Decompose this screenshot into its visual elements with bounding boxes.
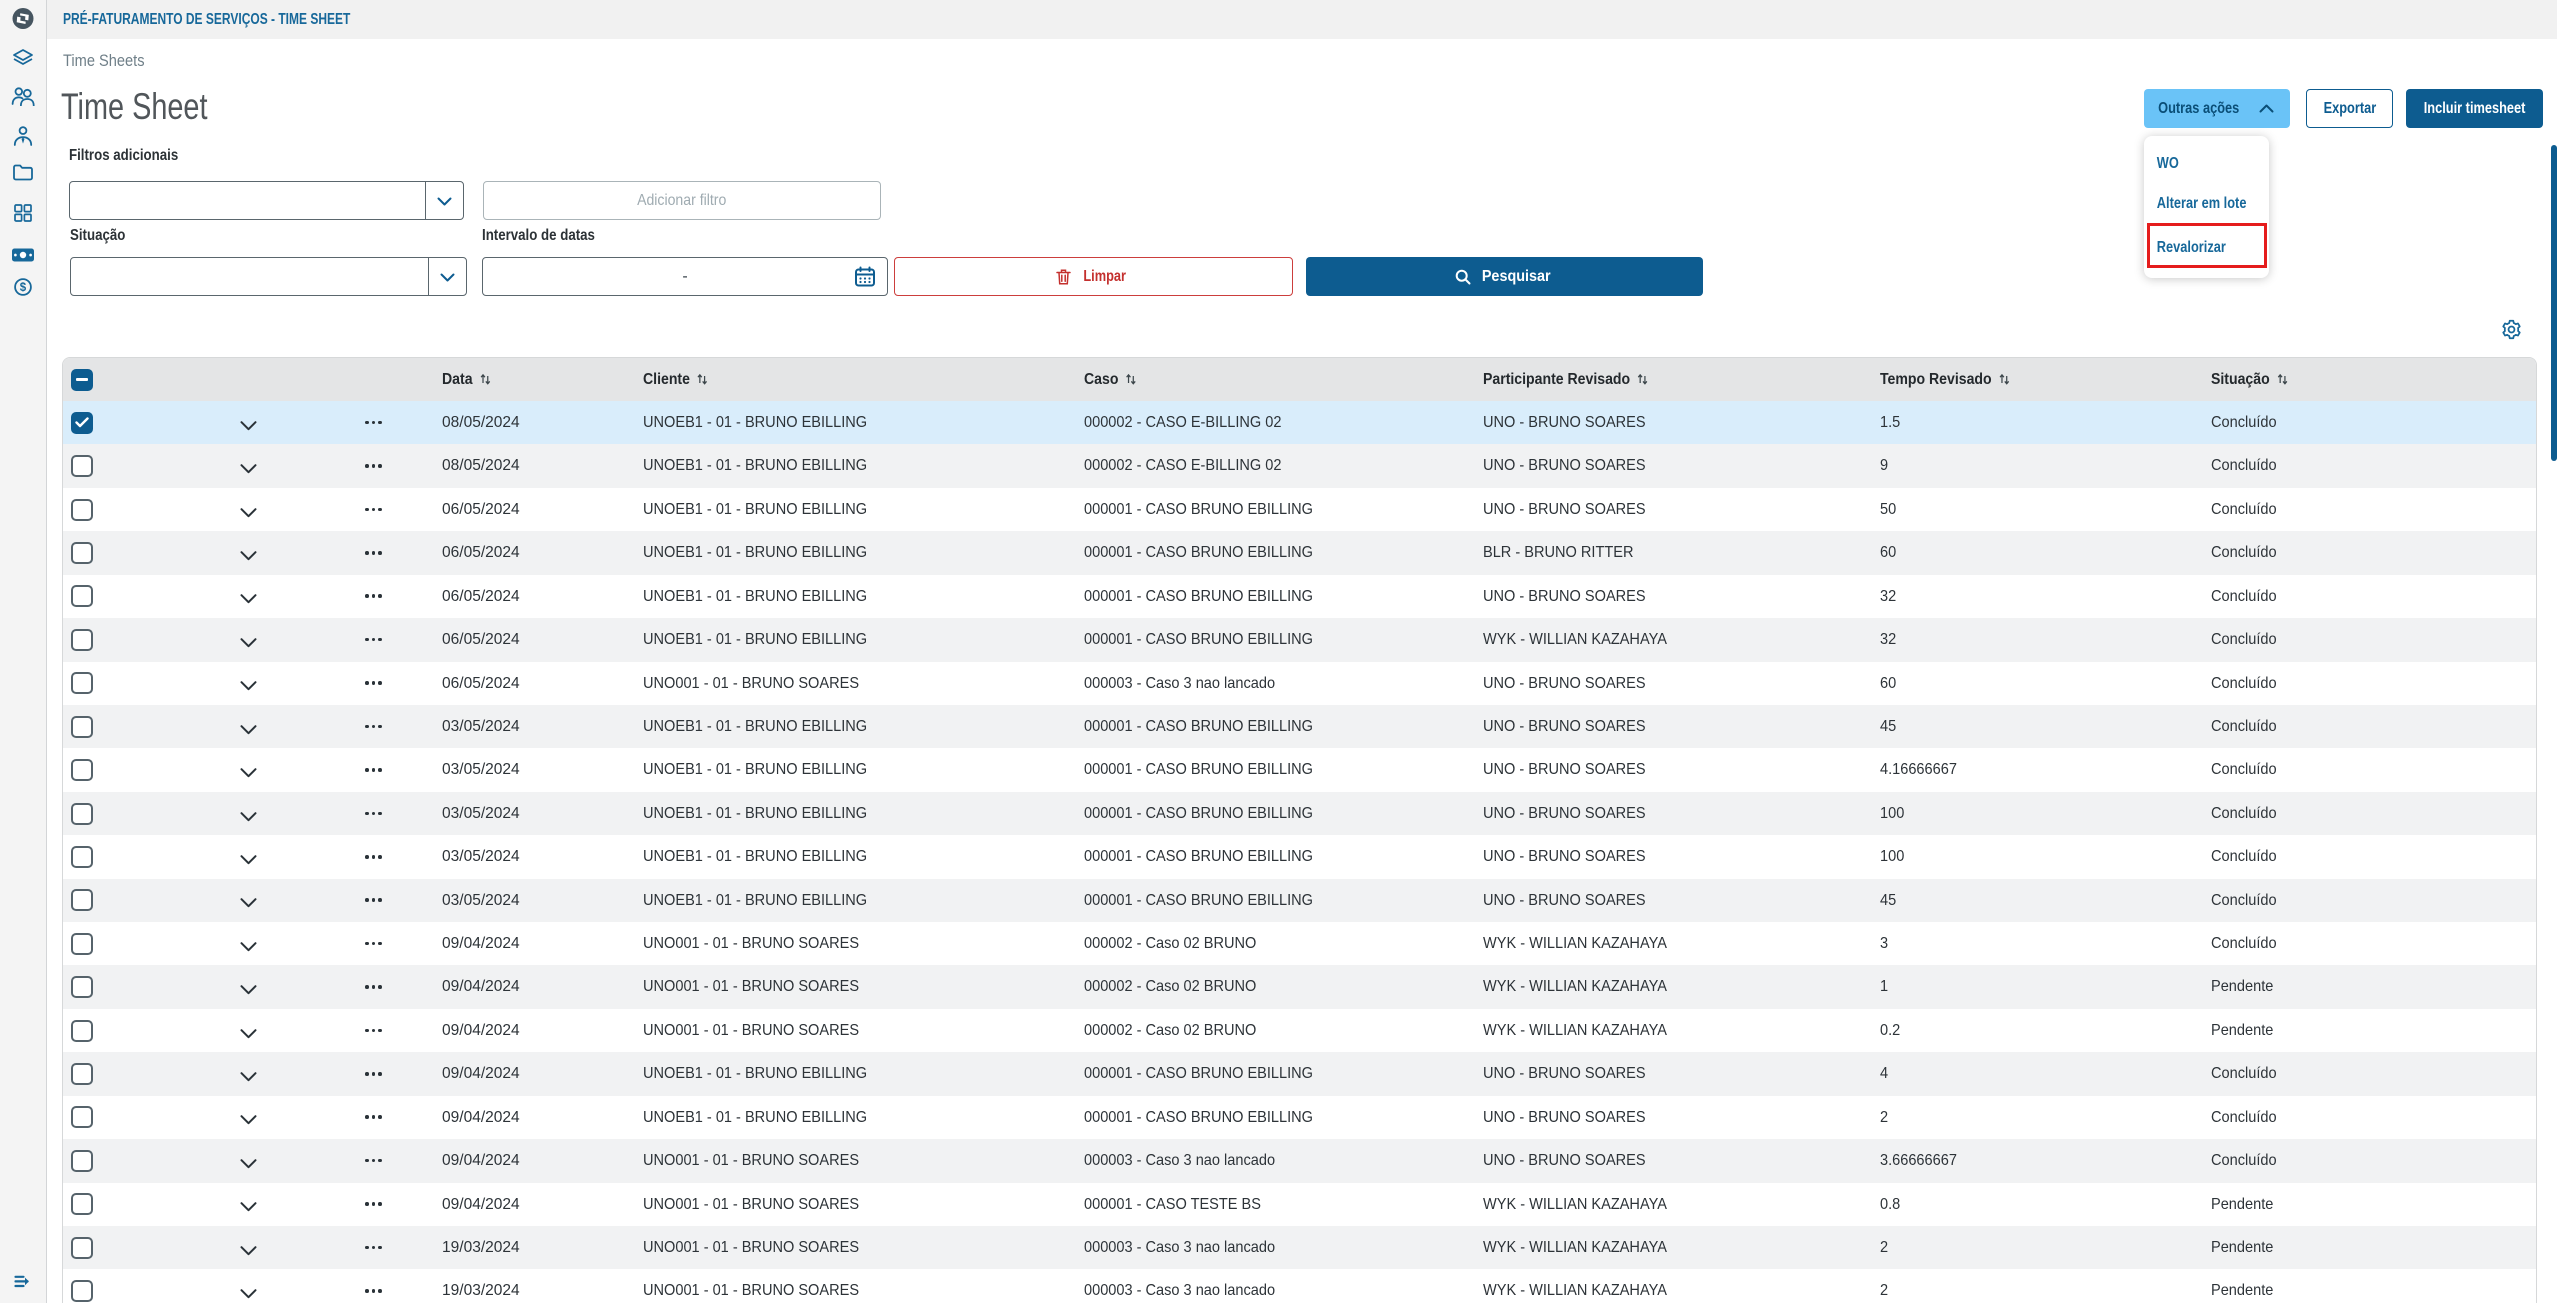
svg-text:$: $ — [20, 282, 27, 294]
